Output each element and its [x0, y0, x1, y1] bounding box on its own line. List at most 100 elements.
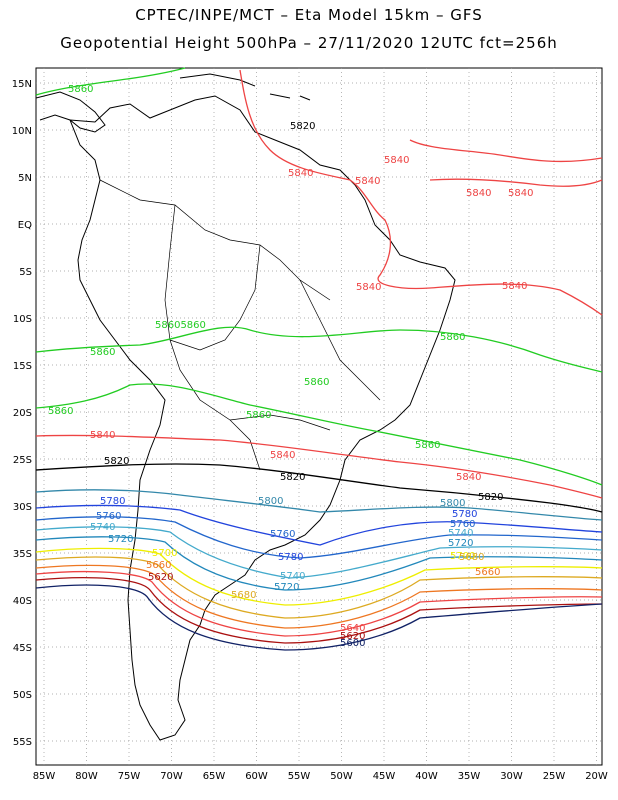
- label-5600-s: 5600: [340, 638, 365, 649]
- contour-5840-north: [239, 69, 603, 316]
- label-5860-mid: 5860: [304, 377, 329, 388]
- longitude-tick-labels: 85W 80W 75W 70W 65W 60W 55W 50W 45W 40W 35W 30W 25W 2…: [33, 771, 608, 782]
- contour-5860-north: [35, 67, 186, 96]
- lon-tick-label: 50W: [330, 771, 353, 782]
- label-5840-a: 5840: [384, 155, 409, 166]
- label-5780-w: 5780: [100, 496, 125, 507]
- lat-tick-label: 10S: [13, 314, 32, 325]
- label-5640-s: 5640: [340, 623, 365, 634]
- label-5860-east: 5860: [440, 332, 465, 343]
- graticule: [36, 68, 602, 765]
- lon-tick-label: 40W: [415, 771, 438, 782]
- lon-tick-label: 35W: [458, 771, 481, 782]
- contour-5720: [35, 536, 603, 591]
- label-5680-e: 5680: [459, 552, 484, 563]
- contour-5640: [35, 571, 603, 637]
- lon-tick-label: 30W: [500, 771, 523, 782]
- label-5660-e: 5660: [475, 567, 500, 578]
- label-5840-d: 5840: [466, 188, 491, 199]
- lon-tick-label: 85W: [33, 771, 56, 782]
- lat-tick-label: 15S: [13, 361, 32, 372]
- south-america-coast: [69, 95, 456, 741]
- contour-5840-south: [35, 434, 603, 499]
- lon-tick-label: 70W: [160, 771, 183, 782]
- lon-tick-label: 60W: [245, 771, 268, 782]
- lat-tick-label: EQ: [18, 220, 32, 231]
- contour-5820: [35, 463, 603, 513]
- contour-5800: [35, 489, 603, 521]
- label-5800-mid: 5800: [258, 496, 283, 507]
- label-5780-e: 5780: [452, 509, 477, 520]
- lat-tick-label: 15N: [12, 79, 32, 90]
- label-5720-w: 5720: [108, 534, 133, 545]
- lat-tick-label: 55S: [13, 737, 32, 748]
- lon-tick-label: 65W: [203, 771, 226, 782]
- label-5800-e: 5800: [440, 498, 465, 509]
- label-5760-mid: 5760: [270, 529, 295, 540]
- contour-5740: [35, 526, 603, 579]
- label-5740-e: 5740: [448, 528, 473, 539]
- label-5760-e: 5760: [450, 519, 475, 530]
- label-5700-w: 5700: [152, 548, 177, 559]
- lat-tick-label: 5S: [19, 267, 32, 278]
- lat-tick-label: 50S: [13, 690, 32, 701]
- coastlines: [35, 73, 456, 741]
- lat-tick-label: 10N: [12, 126, 32, 137]
- lat-tick-label: 5N: [18, 173, 32, 184]
- contour-5780: [35, 504, 603, 546]
- contour-5660: [35, 564, 603, 629]
- label-5840-g: 5840: [502, 281, 527, 292]
- lon-tick-label: 20W: [585, 771, 608, 782]
- label-5820-north: 5820: [290, 121, 315, 132]
- contour-5700: [35, 547, 603, 606]
- lon-tick-label: 45W: [373, 771, 396, 782]
- label-5820-mid: 5820: [280, 472, 305, 483]
- label-5760-w: 5760: [96, 511, 121, 522]
- label-5840-b: 5840: [288, 168, 313, 179]
- contour-5620: [35, 577, 603, 644]
- contour-5860-south: [35, 383, 603, 486]
- contour-5600: [35, 584, 603, 651]
- label-5860-chaco: 5860: [246, 410, 271, 421]
- label-5860-sw: 5860: [48, 406, 73, 417]
- central-america-coast: [35, 91, 106, 133]
- label-5680-s: 5680: [231, 590, 256, 601]
- lat-tick-label: 40S: [13, 596, 32, 607]
- label-5840-se: 5840: [456, 472, 481, 483]
- contour-5840-east-loop: [409, 139, 603, 187]
- lat-tick-label: 20S: [13, 408, 32, 419]
- label-5740-s: 5740: [280, 571, 305, 582]
- label-5700-e: 5700: [450, 551, 475, 562]
- label-5860-se: 5860: [415, 440, 440, 451]
- map-title-line2: Geopotential Height 500hPa – 27/11/2020 …: [60, 34, 558, 52]
- latitude-tick-labels: 15N 10N 5N EQ 5S 10S 15S 20S 25S 30S 35S 40S 45S 50S 5…: [12, 79, 32, 748]
- contour-5760: [35, 516, 603, 559]
- label-5840-f: 5840: [356, 282, 381, 293]
- label-5660-w: 5660: [146, 560, 171, 571]
- label-5840-c: 5840: [355, 176, 380, 187]
- label-5840-e: 5840: [508, 188, 533, 199]
- lon-tick-label: 25W: [543, 771, 566, 782]
- label-5840-sw: 5840: [90, 430, 115, 441]
- caribbean-islands: [179, 73, 311, 101]
- lat-tick-label: 45S: [13, 643, 32, 654]
- label-5620-s: 5620: [340, 631, 365, 642]
- label-5840-mid: 5840: [270, 450, 295, 461]
- lon-tick-label: 75W: [118, 771, 141, 782]
- lon-tick-label: 55W: [288, 771, 311, 782]
- label-5820-w: 5820: [104, 456, 129, 467]
- lat-tick-label: 30S: [13, 502, 32, 513]
- label-5860-west: 5860: [90, 347, 115, 358]
- label-5860-north: 5860: [68, 84, 93, 95]
- label-5720-e: 5720: [448, 538, 473, 549]
- label-5860-double: 58605860: [155, 320, 206, 331]
- lat-tick-label: 25S: [13, 455, 32, 466]
- contour-5680: [35, 556, 603, 619]
- label-5620-w: 5620: [148, 572, 173, 583]
- label-5780-s: 5780: [278, 552, 303, 563]
- label-5740-w: 5740: [90, 522, 115, 533]
- lon-tick-label: 80W: [75, 771, 98, 782]
- andes-borders: [99, 179, 381, 471]
- label-5720-s: 5720: [274, 582, 299, 593]
